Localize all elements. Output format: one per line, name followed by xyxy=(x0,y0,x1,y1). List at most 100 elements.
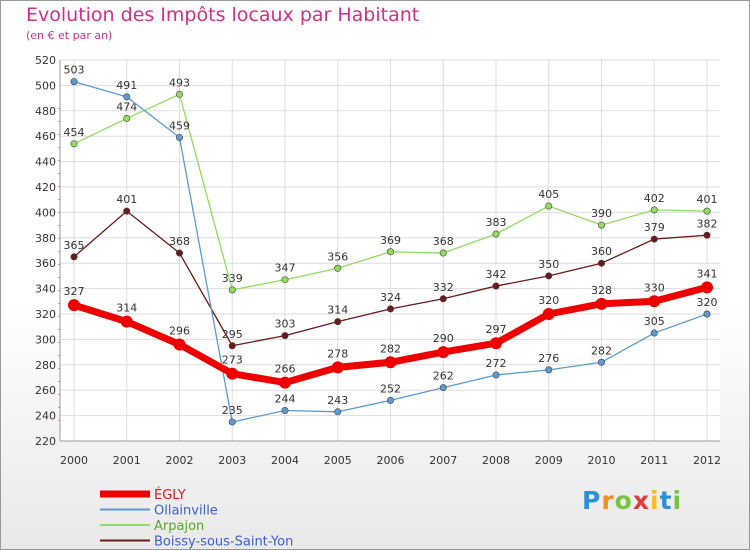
data-point xyxy=(334,408,342,416)
x-tick-label: 2001 xyxy=(113,454,141,467)
x-tick-label: 2002 xyxy=(166,454,194,467)
data-label: 368 xyxy=(433,235,454,248)
data-point xyxy=(228,342,236,350)
data-point xyxy=(281,332,289,340)
data-point xyxy=(386,248,394,256)
data-label: 454 xyxy=(64,126,85,139)
data-point xyxy=(281,407,289,415)
x-tick-label: 2005 xyxy=(324,454,352,467)
data-point xyxy=(597,259,605,267)
data-point xyxy=(123,93,131,101)
y-tick-label: 260 xyxy=(35,384,56,397)
x-tick-label: 2000 xyxy=(60,454,88,467)
data-point xyxy=(279,376,291,389)
data-point xyxy=(176,249,184,257)
data-point xyxy=(70,78,78,86)
data-label: 356 xyxy=(327,250,348,263)
data-point xyxy=(334,318,342,326)
data-label: 303 xyxy=(275,318,296,331)
data-point xyxy=(176,133,184,141)
data-point xyxy=(597,358,605,366)
y-tick-label: 360 xyxy=(35,257,56,270)
data-point xyxy=(703,231,711,239)
data-point xyxy=(123,207,131,215)
data-label: 382 xyxy=(697,217,718,230)
logo-letter: r xyxy=(601,486,615,515)
y-tick-label: 420 xyxy=(35,181,56,194)
data-label: 339 xyxy=(222,272,243,285)
x-tick-label: 2006 xyxy=(377,454,405,467)
data-label: 272 xyxy=(486,357,507,370)
data-point xyxy=(281,276,289,284)
data-label: 314 xyxy=(327,304,348,317)
x-tick-label: 2004 xyxy=(271,454,299,467)
data-label: 314 xyxy=(116,302,137,315)
data-label: 491 xyxy=(116,79,137,92)
data-point xyxy=(331,361,344,374)
data-point xyxy=(68,299,80,312)
data-point xyxy=(492,230,500,238)
x-tick-label: 2012 xyxy=(693,454,721,467)
proxiti-logo: Proxiti xyxy=(582,486,682,515)
logo-letter: o xyxy=(614,486,633,515)
data-label: 282 xyxy=(380,342,401,355)
data-label: 459 xyxy=(169,119,190,132)
legend-entry: Boissy-sous-Saint-Yon xyxy=(154,535,293,550)
data-point xyxy=(228,286,236,294)
data-label: 474 xyxy=(116,100,137,113)
data-label: 328 xyxy=(591,284,612,297)
x-tick-label: 2010 xyxy=(588,454,616,467)
data-point xyxy=(701,281,713,294)
data-point xyxy=(439,249,447,257)
data-label: 493 xyxy=(169,76,190,89)
data-point xyxy=(70,253,78,261)
y-tick-label: 440 xyxy=(35,156,56,169)
data-point xyxy=(176,90,184,98)
data-label: 320 xyxy=(538,294,559,307)
data-label: 390 xyxy=(591,207,612,220)
data-label: 295 xyxy=(222,328,243,341)
y-tick-label: 460 xyxy=(35,130,56,143)
y-tick-label: 320 xyxy=(35,308,56,321)
data-label: 262 xyxy=(433,370,454,383)
data-point xyxy=(545,366,553,374)
logo-letter: t xyxy=(659,486,673,515)
y-tick-label: 340 xyxy=(35,283,56,296)
data-point xyxy=(648,295,661,308)
data-label: 290 xyxy=(433,332,454,345)
data-point xyxy=(384,356,397,369)
data-point xyxy=(386,305,394,313)
data-label: 365 xyxy=(64,239,85,252)
logo-letter: P xyxy=(582,486,602,515)
data-point xyxy=(492,282,500,290)
data-label: 243 xyxy=(327,394,348,407)
data-label: 402 xyxy=(644,192,665,205)
data-point xyxy=(703,207,711,215)
chart-title: Evolution des Impôts locaux par Habitant xyxy=(26,4,420,26)
logo-letter: i xyxy=(650,486,660,515)
x-tick-label: 2007 xyxy=(429,454,457,467)
logo-letter: x xyxy=(632,486,650,515)
data-label: 401 xyxy=(697,193,718,206)
data-point xyxy=(703,310,711,318)
data-point xyxy=(650,235,658,243)
legend-entry: Ollainville xyxy=(154,504,218,519)
data-point xyxy=(226,367,239,380)
data-label: 278 xyxy=(327,347,348,360)
data-point xyxy=(492,371,500,379)
x-tick-label: 2011 xyxy=(640,454,668,467)
y-tick-label: 400 xyxy=(35,206,56,219)
data-point xyxy=(334,264,342,272)
data-point xyxy=(439,295,447,303)
data-label: 350 xyxy=(538,258,559,271)
data-point xyxy=(123,114,131,122)
legend-entry: Arpajon xyxy=(154,519,204,534)
y-tick-label: 240 xyxy=(35,410,56,423)
y-tick-label: 220 xyxy=(35,435,56,448)
data-label: 276 xyxy=(538,352,559,365)
y-tick-label: 480 xyxy=(35,105,56,118)
data-label: 305 xyxy=(644,315,665,328)
data-point xyxy=(437,346,450,359)
y-tick-label: 500 xyxy=(35,79,56,92)
data-point xyxy=(545,202,553,210)
